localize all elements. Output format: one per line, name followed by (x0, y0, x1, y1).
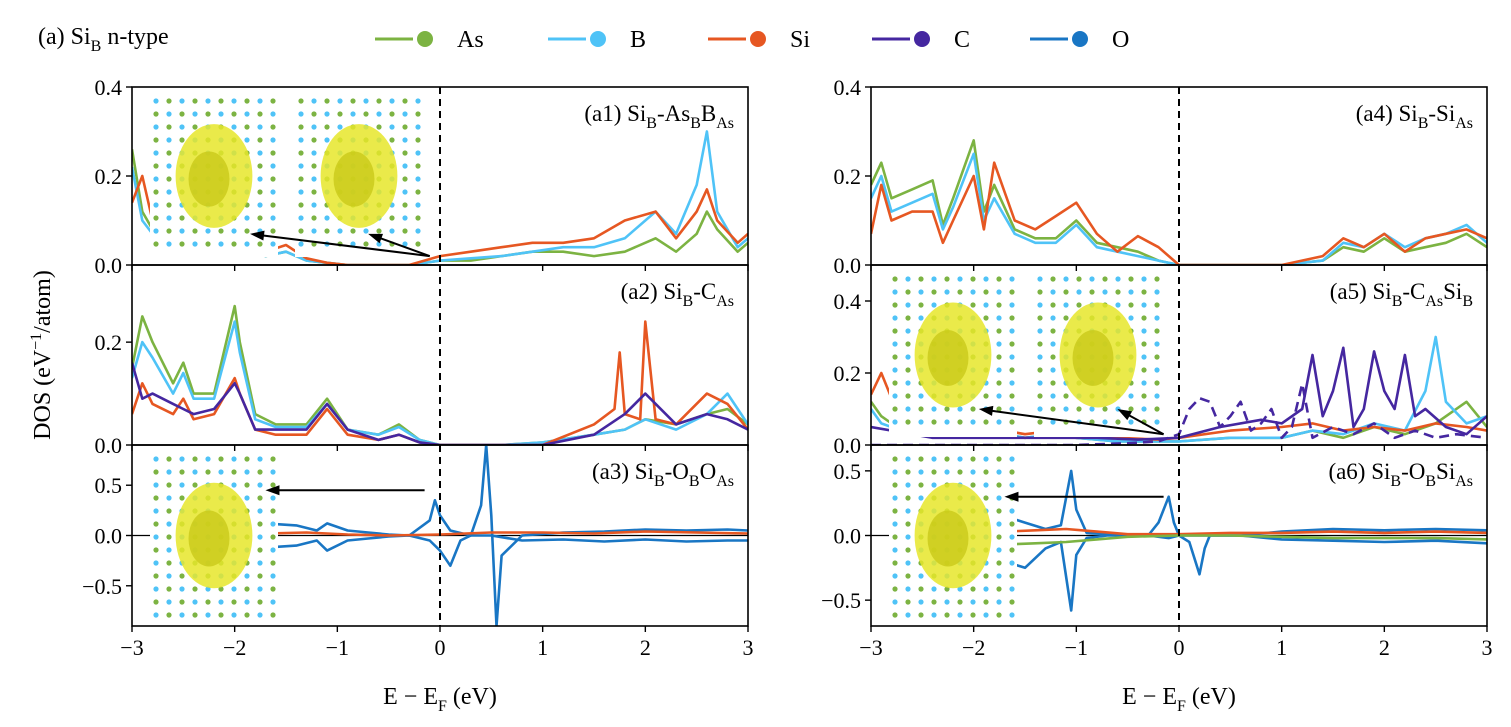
legend-marker (914, 31, 930, 47)
legend-item-o: O (1030, 27, 1129, 53)
panel-a6: −0.5 0.0 0.5 −3 −2 −1 0 1 2 3 (a6) SiB-OBSiAs (821, 444, 1493, 660)
arrow-head (265, 485, 280, 496)
x-tick-label: 2 (640, 635, 651, 660)
x-tick-label: 0 (1174, 635, 1185, 660)
y-axis-label: DOS (eV−1/atom) (28, 270, 56, 440)
y-tick-label: 0.5 (95, 473, 123, 498)
series-si (871, 161, 1487, 265)
y-tick-label: −0.5 (82, 574, 122, 599)
series-as (1004, 534, 1487, 546)
legend-item-as: As (375, 27, 484, 53)
series-o_dn (265, 534, 748, 568)
y-tick-label: 0.0 (834, 253, 862, 278)
x-tick-label: 1 (1276, 635, 1287, 660)
annotation-arrow (259, 234, 430, 258)
panel-title: (a6) SiB-OBSiAs (1328, 459, 1473, 490)
y-tick-label: 0.4 (834, 75, 862, 100)
panel-title: (a4) SiB-SiAs (1356, 101, 1473, 132)
y-tick-label: 0.4 (834, 289, 862, 314)
panel-a5: 0.0 0.2 0.4 (a5) SiB-CAsSiB (834, 264, 1488, 458)
x-tick-label: −2 (962, 635, 985, 660)
panel-a4: 0.0 0.2 0.4 (a4) SiB-SiAs (834, 75, 1488, 278)
legend-label: As (457, 27, 484, 53)
x-axis-label-right: E − EF (eV) (1122, 684, 1236, 715)
y-tick-label: 0.0 (95, 433, 123, 458)
legend-marker (1072, 31, 1088, 47)
legend-item-si: Si (708, 27, 810, 53)
x-tick-label: 2 (1379, 635, 1390, 660)
legend-item-c: C (872, 27, 970, 53)
annotation-arrow (1125, 412, 1165, 436)
legend-marker (417, 31, 433, 47)
charge-density-inset (1034, 273, 1162, 437)
y-tick-label: 0.0 (95, 253, 123, 278)
legend-label: O (1112, 27, 1129, 53)
y-tick-label: 0.0 (834, 524, 862, 549)
x-tick-label: 1 (537, 635, 548, 660)
charge-density-inset (295, 95, 423, 257)
x-tick-label: 3 (743, 635, 754, 660)
y-tick-label: 0.2 (95, 164, 123, 189)
charge-density-inset (150, 95, 278, 257)
series-c (871, 346, 1487, 441)
arrow-head (1117, 409, 1133, 421)
legend-item-b: B (548, 27, 646, 53)
x-tick-label: −3 (859, 635, 882, 660)
series-si (1004, 527, 1487, 536)
annotation-arrow (988, 409, 1164, 436)
legend-label: B (630, 27, 646, 53)
panels: 0.0 0.2 0.4 (a1) SiB-AsBBAs 0.0 0.2 (a2) SiB-C… (82, 75, 1492, 660)
panel-a2: 0.0 0.2 (a2) SiB-CAs (95, 264, 749, 458)
series-c_dash (871, 382, 1487, 445)
x-tick-label: 0 (435, 635, 446, 660)
series-as (871, 139, 1487, 265)
series-o (1004, 469, 1487, 537)
y-tick-label: 0.0 (834, 433, 862, 458)
arrow-head (250, 230, 265, 241)
y-tick-label: 0.0 (95, 524, 123, 549)
y-tick-label: 0.2 (95, 330, 123, 355)
series-c (132, 362, 748, 445)
x-tick-label: 3 (1482, 635, 1493, 660)
legend-marker (590, 31, 606, 47)
legend-marker (750, 31, 766, 47)
series-o_dn (1004, 534, 1487, 612)
arrow-head (978, 405, 994, 416)
y-tick-label: 0.2 (834, 361, 862, 386)
x-axis-label-left: E − EF (eV) (383, 684, 497, 715)
annotation-arrow (377, 236, 431, 258)
legend: As B Si C O (375, 27, 1129, 53)
x-tick-label: −3 (120, 635, 143, 660)
panel-title: (a5) SiB-CAsSiB (1330, 279, 1473, 310)
arrow-head (1004, 491, 1019, 502)
y-tick-label: 0.5 (834, 459, 862, 484)
panel-a1: 0.0 0.2 0.4 (a1) SiB-AsBBAs (95, 75, 749, 278)
arrow-head (368, 233, 383, 244)
x-tick-label: −2 (223, 635, 246, 660)
y-tick-label: 0.2 (834, 164, 862, 189)
y-tick-label: −0.5 (821, 588, 861, 613)
panel-title: (a1) SiB-AsBBAs (584, 101, 734, 132)
charge-density-inset (889, 273, 1017, 437)
panel-a3: −0.5 0.0 0.5 −3 −2 −1 0 1 2 3 (a3) SiB-OBOAs (82, 444, 754, 660)
figure-label: (a) SiB n-type (38, 24, 169, 55)
series-si (265, 530, 748, 537)
y-tick-label: 0.4 (95, 75, 123, 100)
x-tick-label: −1 (1065, 635, 1088, 660)
charge-density-inset (889, 453, 1017, 618)
legend-label: Si (790, 27, 810, 53)
legend-label: C (954, 27, 970, 53)
charge-density-inset (150, 453, 278, 618)
x-tick-label: −1 (326, 635, 349, 660)
panel-title: (a2) SiB-CAs (621, 279, 734, 310)
panel-title: (a3) SiB-OBOAs (592, 459, 734, 490)
